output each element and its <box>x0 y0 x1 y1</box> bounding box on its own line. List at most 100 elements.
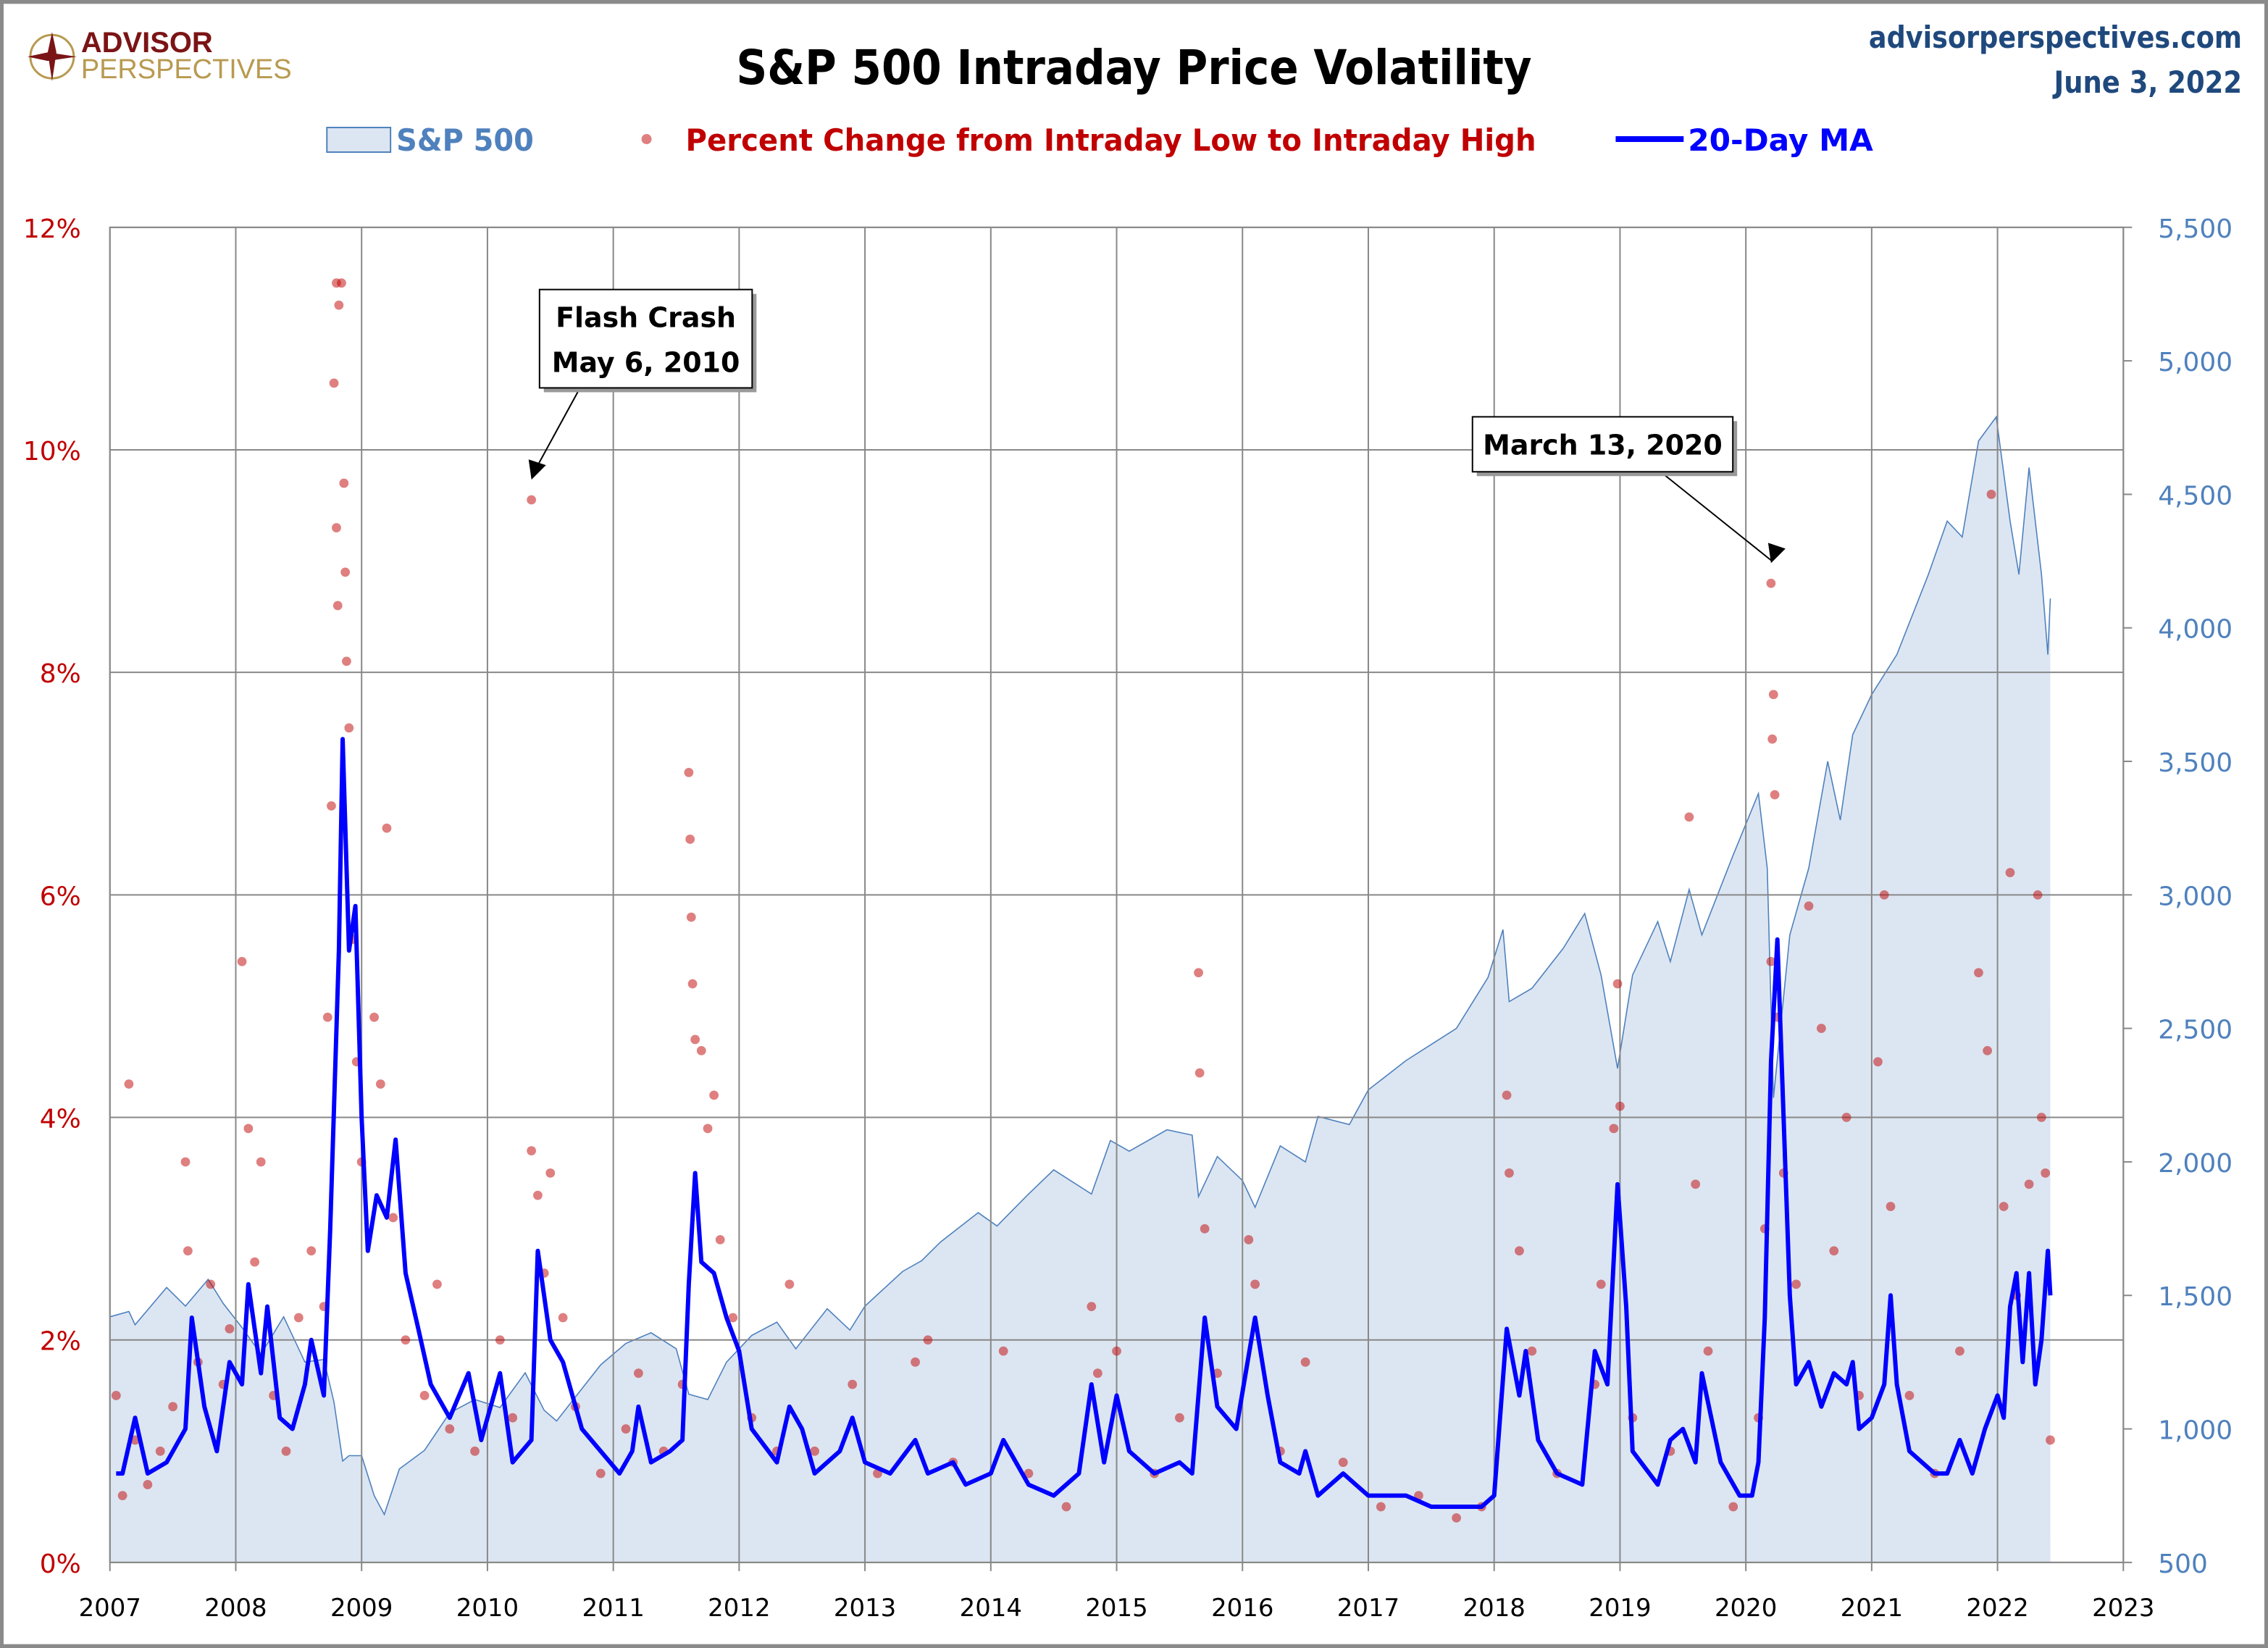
scatter-point <box>533 1190 543 1200</box>
scatter-point <box>322 1012 332 1022</box>
legend-swatch-scatter <box>641 134 652 144</box>
scatter-point <box>495 1335 505 1345</box>
scatter-point <box>143 1480 153 1489</box>
scatter-point <box>168 1402 178 1412</box>
scatter-point <box>1338 1457 1348 1468</box>
scatter-point <box>527 1146 537 1155</box>
scatter-point <box>784 1279 795 1289</box>
legend: S&P 500 Percent Change from Intraday Low… <box>326 122 1873 158</box>
scatter-point <box>1768 690 1778 700</box>
scatter-point <box>256 1157 266 1167</box>
scatter-point <box>332 523 341 532</box>
scatter-point <box>848 1379 858 1389</box>
scatter-point <box>155 1446 165 1456</box>
scatter-point <box>690 1034 700 1045</box>
scatter-point <box>1376 1502 1386 1512</box>
scatter-point <box>527 495 537 505</box>
scatter-point <box>1194 968 1203 978</box>
y-right-tick-label: 5,000 <box>2158 348 2233 377</box>
y-right-tick-label: 3,000 <box>2158 882 2233 911</box>
scatter-point <box>1092 1368 1102 1379</box>
x-tick-label: 2010 <box>456 1594 519 1623</box>
scatter-point <box>432 1279 442 1289</box>
scatter-point <box>703 1124 713 1134</box>
legend-swatch-sp500 <box>326 127 392 153</box>
scatter-point <box>1615 1101 1625 1111</box>
annotation-text: Flash Crash <box>556 302 736 334</box>
y-right-tick-label: 1,500 <box>2158 1282 2233 1312</box>
logo: ADVISOR PERSPECTIVES <box>27 27 292 85</box>
scatter-point <box>470 1446 480 1456</box>
y-left-tick-label: 12% <box>23 214 81 244</box>
scatter-point <box>237 957 247 966</box>
annotation-arrowhead <box>528 459 546 480</box>
scatter-point <box>419 1391 430 1400</box>
scatter-point <box>183 1246 193 1256</box>
scatter-point <box>1879 890 1889 900</box>
scatter-point <box>1816 1024 1826 1034</box>
scatter-point <box>1596 1279 1606 1289</box>
scatter-point <box>1505 1168 1514 1178</box>
logo-top-text: ADVISOR <box>81 27 213 59</box>
scatter-point <box>923 1335 933 1345</box>
y-left-tick-label: 2% <box>40 1327 81 1357</box>
scatter-point <box>1515 1246 1524 1256</box>
scatter-point <box>334 300 344 310</box>
scatter-point <box>621 1424 631 1434</box>
scatter-point <box>2005 868 2015 877</box>
scatter-point <box>687 979 698 989</box>
scatter-point <box>1703 1346 1713 1356</box>
scatter-point <box>337 278 346 288</box>
sp500-area <box>109 417 2051 1563</box>
scatter-point <box>2024 1179 2034 1189</box>
site-url[interactable]: advisorperspectives.com <box>1869 20 2242 55</box>
chart-title: S&P 500 Intraday Price Volatility <box>736 40 1531 96</box>
scatter-point <box>1300 1357 1310 1367</box>
scatter-point <box>545 1168 556 1178</box>
y-right-tick-label: 4,000 <box>2158 615 2233 645</box>
scatter-point <box>1728 1502 1738 1512</box>
y-left-tick-label: 8% <box>40 659 81 689</box>
scatter-point <box>1112 1346 1121 1356</box>
x-tick-label: 2020 <box>1715 1594 1777 1623</box>
scatter-point <box>281 1446 291 1456</box>
y-left-tick-label: 10% <box>23 437 81 467</box>
scatter-point <box>728 1313 738 1323</box>
scatter-point <box>401 1335 411 1345</box>
x-tick-label: 2014 <box>960 1594 1022 1623</box>
scatter-point <box>685 835 695 844</box>
scatter-point <box>369 1012 379 1022</box>
scatter-point <box>388 1213 398 1223</box>
x-tick-label: 2012 <box>708 1594 770 1623</box>
scatter-point <box>1829 1246 1839 1256</box>
logo-bottom-text: PERSPECTIVES <box>81 54 292 85</box>
scatter-point <box>709 1090 719 1100</box>
scatter-point <box>1841 1113 1851 1122</box>
scatter-point <box>1194 1068 1205 1078</box>
scatter-point <box>344 723 354 733</box>
scatter-point <box>696 1046 706 1055</box>
annotation-arrow <box>1660 471 1772 561</box>
annotation-box <box>1471 416 1734 473</box>
scatter-point <box>1955 1346 1964 1356</box>
x-tick-label: 2009 <box>330 1594 393 1623</box>
scatter-point <box>1804 901 1814 911</box>
scatter-point <box>329 378 339 388</box>
legend-label-ma: 20-Day MA <box>1688 122 1873 158</box>
scatter-point <box>508 1413 518 1423</box>
x-tick-label: 2021 <box>1841 1594 1903 1623</box>
y-right-tick-label: 4,500 <box>2158 481 2233 511</box>
x-tick-label: 2011 <box>582 1594 644 1623</box>
legend-label-sp500: S&P 500 <box>396 122 534 158</box>
scatter-point <box>1886 1202 1896 1211</box>
scatter-point <box>1770 790 1780 800</box>
y-right-tick-label: 5,500 <box>2158 214 2233 244</box>
scatter-point <box>1502 1090 1512 1100</box>
scatter-point <box>1767 734 1778 744</box>
scatter-point <box>1791 1279 1802 1289</box>
scatter-point <box>686 912 696 922</box>
annotation-arrowhead <box>1767 543 1786 564</box>
scatter-point <box>810 1446 819 1456</box>
x-tick-label: 2016 <box>1211 1594 1273 1623</box>
